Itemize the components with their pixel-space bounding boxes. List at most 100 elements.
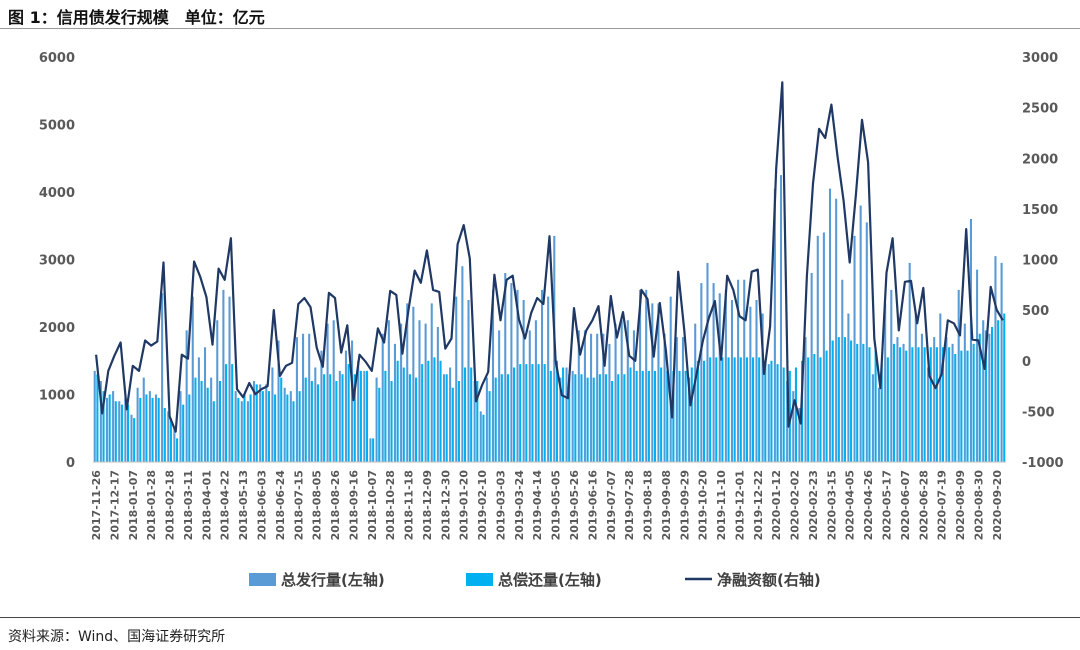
x-axis-tick-label: 2020-04-05 xyxy=(844,470,857,540)
bar-total-issuance xyxy=(988,333,991,462)
bar-total-issuance xyxy=(884,303,887,462)
x-axis-tick-label: 2019-12-22 xyxy=(752,470,765,540)
bar-total-repayment xyxy=(929,347,932,462)
bar-total-issuance xyxy=(314,367,317,462)
bar-total-issuance xyxy=(387,320,390,462)
right-axis-tick-label: -500 xyxy=(1022,405,1055,420)
bar-total-issuance xyxy=(761,313,764,462)
x-axis-tick-labels: 2017-11-26 2017-12-17 2018-01-07 2018-01-28… xyxy=(90,470,1004,541)
bar-total-issuance xyxy=(124,397,127,462)
bar-total-repayment xyxy=(384,370,387,462)
x-axis-tick-label: 2018-01-07 xyxy=(127,470,140,540)
x-axis-tick-label: 2019-07-07 xyxy=(605,470,618,540)
bar-total-issuance xyxy=(491,289,495,462)
bar-total-repayment xyxy=(292,401,295,462)
bar-total-repayment xyxy=(874,350,877,462)
bar-total-repayment xyxy=(635,370,638,462)
x-axis-tick-label: 2018-11-18 xyxy=(403,470,416,540)
bar-total-repayment xyxy=(1003,313,1006,462)
bar-total-issuance xyxy=(234,391,237,462)
bar-total-issuance xyxy=(259,384,262,462)
bar-total-issuance xyxy=(289,391,292,462)
bar-total-repayment xyxy=(433,357,436,462)
bar-total-repayment xyxy=(464,367,467,462)
bar-total-issuance xyxy=(167,411,170,462)
bar-total-issuance xyxy=(994,256,997,462)
bar-total-issuance xyxy=(767,364,770,462)
bar-total-issuance xyxy=(449,367,452,462)
legend-swatch-issuance xyxy=(249,573,276,586)
bar-total-issuance xyxy=(792,391,795,462)
bar-total-issuance xyxy=(393,343,397,462)
x-axis-tick-label: 2020-08-30 xyxy=(972,470,985,541)
bar-total-repayment xyxy=(470,367,473,462)
bar-total-repayment xyxy=(580,374,583,462)
bar-total-repayment xyxy=(770,360,773,462)
bar-total-repayment xyxy=(886,357,889,462)
bar-total-issuance xyxy=(865,222,868,462)
bar-total-issuance xyxy=(957,289,960,462)
bar-total-repayment xyxy=(298,391,301,462)
bar-total-issuance xyxy=(730,300,734,462)
bar-total-repayment xyxy=(525,364,528,462)
x-axis-tick-label: 2019-03-03 xyxy=(495,470,508,540)
bar-total-repayment xyxy=(531,364,534,462)
bar-total-repayment xyxy=(721,357,724,462)
bar-total-repayment xyxy=(911,347,914,462)
x-axis-tick-label: 2018-08-26 xyxy=(329,470,342,541)
bar-total-repayment xyxy=(825,350,828,462)
bar-total-issuance xyxy=(596,333,599,462)
bar-total-repayment xyxy=(353,374,356,462)
bar-total-repayment xyxy=(513,367,516,462)
bar-total-repayment xyxy=(592,377,595,462)
x-axis-tick-label: 2017-12-17 xyxy=(108,470,121,540)
issuance-bars xyxy=(93,175,1003,462)
x-axis-tick-label: 2018-08-05 xyxy=(311,470,324,540)
x-axis-tick-label: 2019-09-08 xyxy=(660,470,673,540)
bar-total-repayment xyxy=(647,370,650,462)
x-axis-tick-label: 2020-04-26 xyxy=(862,470,875,541)
bar-total-repayment xyxy=(617,374,620,462)
x-axis-tick-label: 2019-10-20 xyxy=(697,470,710,541)
bar-total-issuance xyxy=(565,367,568,462)
bar-total-repayment xyxy=(899,347,902,462)
bar-total-issuance xyxy=(963,323,966,462)
x-axis-tick-label: 2019-06-16 xyxy=(586,470,599,541)
bar-total-issuance xyxy=(351,340,354,462)
bar-total-issuance xyxy=(412,306,415,462)
bar-total-issuance xyxy=(381,333,384,462)
bar-total-repayment xyxy=(604,374,608,462)
bar-total-repayment xyxy=(206,387,209,462)
bar-total-repayment xyxy=(402,367,405,462)
bar-total-issuance xyxy=(712,283,715,462)
x-axis-tick-label: 2020-05-17 xyxy=(881,470,894,540)
legend-label-net: 净融资额(右轴) xyxy=(717,571,821,589)
bar-total-repayment xyxy=(506,374,509,462)
bar-total-repayment xyxy=(764,360,767,462)
bar-total-repayment xyxy=(862,343,865,462)
bar-total-repayment xyxy=(537,364,540,462)
bar-total-repayment xyxy=(892,343,896,462)
legend-item-issuance: 总发行量(左轴) xyxy=(249,571,385,589)
bar-total-repayment xyxy=(684,370,687,462)
x-axis-tick-label: 2020-08-09 xyxy=(954,470,967,540)
bar-total-repayment xyxy=(102,391,105,462)
bar-total-issuance xyxy=(675,337,678,462)
bar-total-issuance xyxy=(522,300,525,462)
bar-total-repayment xyxy=(696,360,699,462)
left-axis-tick-label: 5000 xyxy=(39,119,75,134)
bar-total-issuance xyxy=(737,279,740,462)
bar-total-repayment xyxy=(378,387,381,462)
left-axis-tick-label: 2000 xyxy=(39,321,75,336)
bar-total-issuance xyxy=(859,205,862,462)
bar-total-repayment xyxy=(807,357,810,462)
right-axis-tick-label: 2500 xyxy=(1022,102,1058,117)
bar-total-issuance xyxy=(896,337,899,462)
bar-total-issuance xyxy=(118,401,121,462)
x-axis-tick-label: 2018-02-18 xyxy=(164,470,177,540)
x-axis-tick-label: 2019-03-24 xyxy=(513,470,526,541)
bar-total-issuance xyxy=(700,283,703,462)
bar-total-repayment xyxy=(917,347,920,462)
bar-total-issuance xyxy=(442,374,446,462)
bar-total-issuance xyxy=(773,188,776,462)
